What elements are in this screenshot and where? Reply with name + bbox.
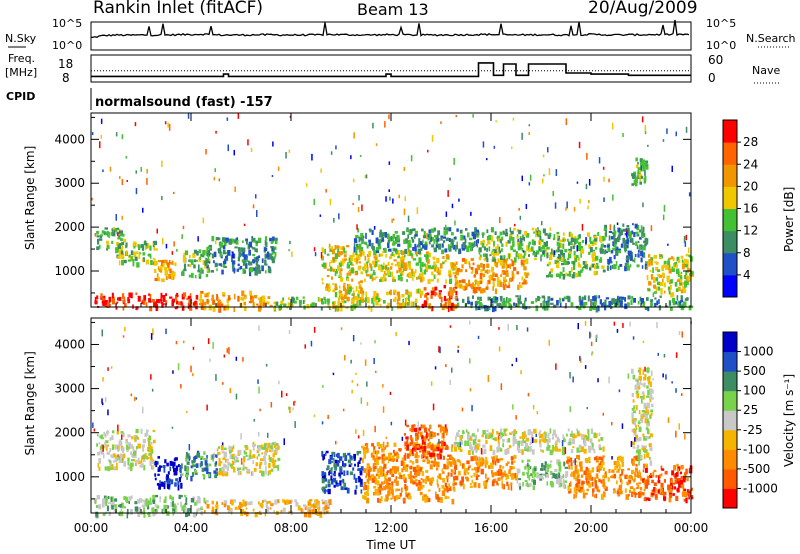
sky-ytick-bottom: 10^0: [52, 39, 82, 52]
power-ytick-label-0: 1000: [54, 264, 85, 278]
power-colorbar-segment-1: [723, 252, 737, 276]
velocity-colorbar-segment-2: [723, 449, 737, 470]
velocity-ylabel: Slant Range [km]: [23, 351, 37, 455]
velocity-ytick-label-1: 2000: [54, 426, 85, 440]
power-colorbar-label-2: 12: [743, 224, 758, 238]
velocity-colorbar-title: Velocity [m s⁻¹]: [782, 374, 796, 467]
velocity-colorbar-segment-6: [723, 371, 737, 392]
freq-ylabel-unit: [MHz]: [5, 66, 37, 79]
velocity-colorbar-label-4: -25: [743, 423, 763, 437]
power-colorbar-segment-0: [723, 274, 737, 298]
power-colorbar-label-0: 4: [743, 268, 751, 282]
x-axis-label: Time UT: [365, 538, 416, 552]
freq-ytick-bottom: 8: [62, 71, 70, 85]
sky-panel-frame: [90, 21, 692, 51]
power-ylabel: Slant Range [km]: [23, 146, 37, 250]
sky-ytick-top: 10^5: [52, 17, 82, 30]
velocity-colorbar-frame: [722, 331, 738, 509]
mode-label: normalsound (fast) -157: [95, 95, 273, 110]
power-scatter-group: [91, 113, 694, 313]
freq-panel-frame: [90, 54, 692, 83]
power-colorbar-label-5: 24: [743, 157, 758, 171]
power-colorbar-segment-5: [723, 164, 737, 187]
velocity-colorbar-label-3: 25: [743, 403, 758, 417]
velocity-colorbar-label-5: -100: [743, 442, 770, 456]
power-colorbar-label-4: 20: [743, 179, 758, 193]
velocity-ytick-label-3: 4000: [54, 337, 85, 351]
search-ytick-top: 10^5: [706, 17, 736, 30]
velocity-colorbar-label-2: 100: [743, 384, 766, 398]
velocity-colorbar-label-6: -500: [743, 462, 770, 476]
power-frame: [90, 112, 692, 308]
xtick-label-5: 20:00: [574, 521, 609, 535]
xtick-label-2: 08:00: [274, 521, 309, 535]
velocity-colorbar-segment-3: [723, 429, 737, 450]
xtick-label-0: 00:00: [74, 521, 109, 535]
power-colorbar-label-6: 28: [743, 135, 758, 149]
velocity-colorbar-segment-0: [723, 488, 737, 509]
xtick-label-6: 00:00: [674, 521, 709, 535]
power-colorbar-segment-4: [723, 186, 737, 209]
xtick-label-3: 12:00: [374, 521, 409, 535]
velocity-ytick-label-0: 1000: [54, 470, 85, 484]
station-title: Rankin Inlet (fitACF): [93, 0, 264, 18]
sky-noise-line: [90, 19, 690, 39]
power-ytick-label-3: 4000: [54, 132, 85, 146]
velocity-colorbar-segment-5: [723, 390, 737, 411]
power-colorbar-segment-7: [723, 120, 737, 143]
velocity-colorbar-segment-1: [723, 468, 737, 489]
velocity-scatter-group: [92, 320, 694, 519]
nave-ylabel: Nave: [752, 64, 780, 77]
nave-ytick-top: 60: [708, 53, 723, 67]
velocity-ytick-label-2: 3000: [54, 382, 85, 396]
power-colorbar-segment-6: [723, 142, 737, 165]
velocity-colorbar-segment-7: [723, 351, 737, 372]
velocity-colorbar-label-1: 500: [743, 364, 766, 378]
xtick-label-1: 04:00: [174, 521, 209, 535]
power-colorbar-title: Power [dB]: [782, 187, 796, 252]
power-colorbar-label-3: 16: [743, 202, 758, 216]
xtick-label-4: 16:00: [474, 521, 509, 535]
power-ytick-label-1: 2000: [54, 220, 85, 234]
power-ytick-label-2: 3000: [54, 176, 85, 190]
velocity-colorbar-segment-4: [723, 410, 737, 431]
cpid-label: CPID: [6, 90, 35, 103]
freq-line: [91, 62, 691, 78]
power-colorbar-segment-2: [723, 230, 737, 254]
date-title: 20/Aug/2009: [588, 0, 698, 18]
freq-ytick-top: 18: [58, 57, 73, 71]
power-colorbar-segment-3: [723, 208, 737, 232]
sky-ylabel: N.Sky: [5, 32, 37, 45]
search-ytick-bottom: 10^0: [706, 39, 736, 52]
beam-title: Beam 13: [357, 0, 429, 19]
velocity-colorbar-label-7: -1000: [743, 481, 778, 495]
nave-ytick-bottom: 0: [708, 71, 716, 85]
power-colorbar-label-1: 8: [743, 246, 751, 260]
freq-ylabel: Freq.: [8, 52, 35, 65]
velocity-colorbar-label-0: 1000: [743, 345, 774, 359]
velocity-colorbar-segment-8: [723, 332, 737, 353]
search-ylabel: N.Search: [746, 32, 796, 45]
